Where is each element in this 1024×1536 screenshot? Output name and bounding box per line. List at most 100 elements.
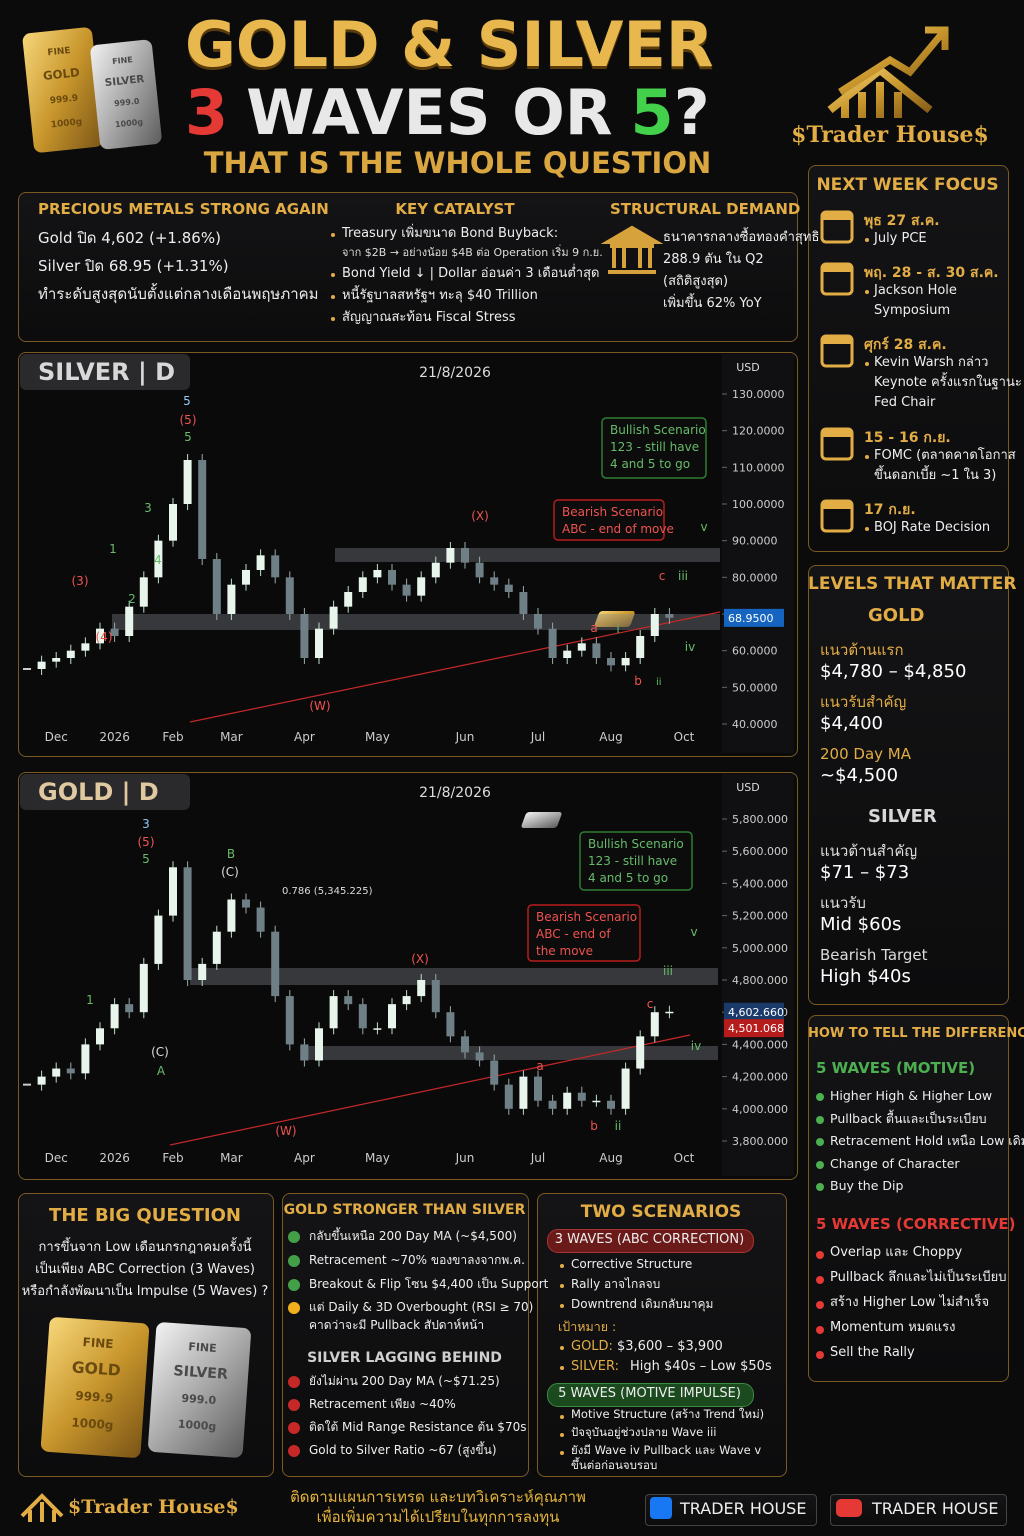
title-part: 3 <box>185 76 229 149</box>
x-tick-label: Mar <box>220 1151 243 1165</box>
event-line: ขึ้นดอกเบี้ย ~1 ใน 3) <box>874 468 997 483</box>
gold-bar: FINE GOLD 999.9 1000g <box>40 1317 150 1458</box>
event-line: July PCE <box>874 231 927 246</box>
wave-label: ii <box>615 1119 622 1133</box>
candle <box>490 1060 499 1085</box>
candle <box>607 658 615 666</box>
youtube-label: TRADER HOUSE <box>872 1499 999 1518</box>
candle <box>358 1004 367 1029</box>
title: GOLD & SILVER <box>185 8 714 81</box>
bullet <box>560 1366 564 1370</box>
check-icon <box>288 1231 300 1243</box>
x-tick-label: 2026 <box>99 1151 130 1165</box>
candle <box>96 628 104 644</box>
bullish-text: Bullish Scenario <box>588 837 684 851</box>
bar-label: 999.9 <box>49 93 78 106</box>
y-tick-label: 5,000.000 <box>732 942 788 955</box>
difference-item: Sell the Rally <box>830 1345 915 1360</box>
candle <box>227 899 236 932</box>
wave-label: (C) <box>151 1045 169 1059</box>
wave-label: 5 <box>183 394 191 408</box>
bar-label: 1000g <box>177 1418 216 1434</box>
candle <box>577 1092 586 1101</box>
price-tag <box>724 1019 784 1038</box>
cross-icon <box>816 1301 824 1309</box>
y-tick-label: 4,200.000 <box>732 1071 788 1084</box>
bullish-text: 4 and 5 to go <box>610 457 690 471</box>
strength-item: Retracement ~70% ของขาลงจากพ.ค. <box>309 1253 525 1267</box>
level-label: แนวต้านสำคัญ <box>820 842 918 860</box>
y-tick-label: 5,200.000 <box>732 910 788 923</box>
candle <box>417 577 426 596</box>
level-value: $4,780 – $4,850 <box>820 661 967 682</box>
candle <box>37 661 46 669</box>
level-value: Mid $60s <box>820 914 902 935</box>
cross-icon <box>816 1351 824 1359</box>
candle <box>358 577 367 592</box>
scenario-item: ยังมี Wave iv Pullback และ Wave v <box>571 1443 762 1457</box>
trendline <box>169 1034 691 1146</box>
silver-icon <box>521 812 562 828</box>
candle <box>607 1100 615 1109</box>
trendline <box>189 611 721 723</box>
bullet <box>560 1304 564 1308</box>
y-tick-label: 4,400.000 <box>732 1038 788 1051</box>
calendar-top <box>822 501 852 509</box>
candle <box>504 1084 513 1109</box>
bar-label: FINE <box>47 46 71 58</box>
cross-icon <box>288 1399 300 1411</box>
candle <box>665 1011 674 1014</box>
three-wave-pill <box>547 1229 754 1253</box>
scenario-item: Rally อาจไกลจบ <box>571 1277 661 1291</box>
catalyst-item: สัญญาณสะท้อน Fiscal Stress <box>342 310 516 325</box>
cross-icon <box>288 1376 300 1388</box>
candle <box>592 1100 601 1103</box>
logo-arrow <box>838 26 949 95</box>
bullet <box>560 1433 564 1437</box>
bearish-box <box>527 904 641 962</box>
bullet <box>865 238 869 242</box>
cross-icon <box>288 1422 300 1434</box>
bearish-text: ABC - end of <box>536 927 611 941</box>
cross-icon <box>288 1445 300 1457</box>
lagging-item: Retracement เพียง ~40% <box>309 1397 456 1411</box>
title-line-2: 3 WAVES OR 5? <box>185 76 710 149</box>
bar-label: 999.9 <box>75 1389 114 1406</box>
x-tick-label: Jun <box>455 730 475 744</box>
bar-label: FINE <box>82 1335 114 1351</box>
top-panel <box>18 192 798 342</box>
x-tick-label: Aug <box>599 1151 622 1165</box>
unit-label: USD <box>736 781 760 794</box>
candle <box>329 996 338 1029</box>
wave-label: ii <box>656 677 662 688</box>
wave-label: b <box>590 1119 598 1133</box>
candle <box>139 963 148 1013</box>
candle <box>212 559 221 614</box>
level-value: $71 – $73 <box>820 862 910 883</box>
candle <box>621 658 630 666</box>
event-date: 15 - 16 ก.ย. <box>864 430 951 446</box>
candle <box>665 614 674 618</box>
bar-label: SILVER <box>173 1363 229 1383</box>
bar-label: 1000g <box>115 117 144 129</box>
title-tab <box>20 774 190 810</box>
footer-logo <box>20 1493 64 1522</box>
youtube-icon <box>836 1499 862 1517</box>
bar-label: 999.0 <box>181 1392 217 1407</box>
event-date: ศุกร์ 28 ส.ค. <box>864 337 947 353</box>
y-tick-label: 100.0000 <box>732 498 785 511</box>
x-tick-label: Aug <box>599 730 622 744</box>
price-tag-label: 4,501.068 <box>728 1022 784 1035</box>
bullish-box <box>601 417 707 479</box>
difference-item: Momentum หมดแรง <box>830 1320 956 1335</box>
level-value: ~$4,500 <box>820 765 899 786</box>
candle <box>300 614 309 658</box>
difference-item: สร้าง Higher Low ไม่สำเร็จ <box>830 1295 990 1310</box>
candle <box>66 650 75 658</box>
bullet <box>560 1346 564 1350</box>
bullet <box>560 1451 564 1455</box>
section-title: NEXT WEEK FOCUS <box>816 175 999 195</box>
level-label: แนวรับ <box>820 894 866 912</box>
candle <box>373 1028 382 1030</box>
